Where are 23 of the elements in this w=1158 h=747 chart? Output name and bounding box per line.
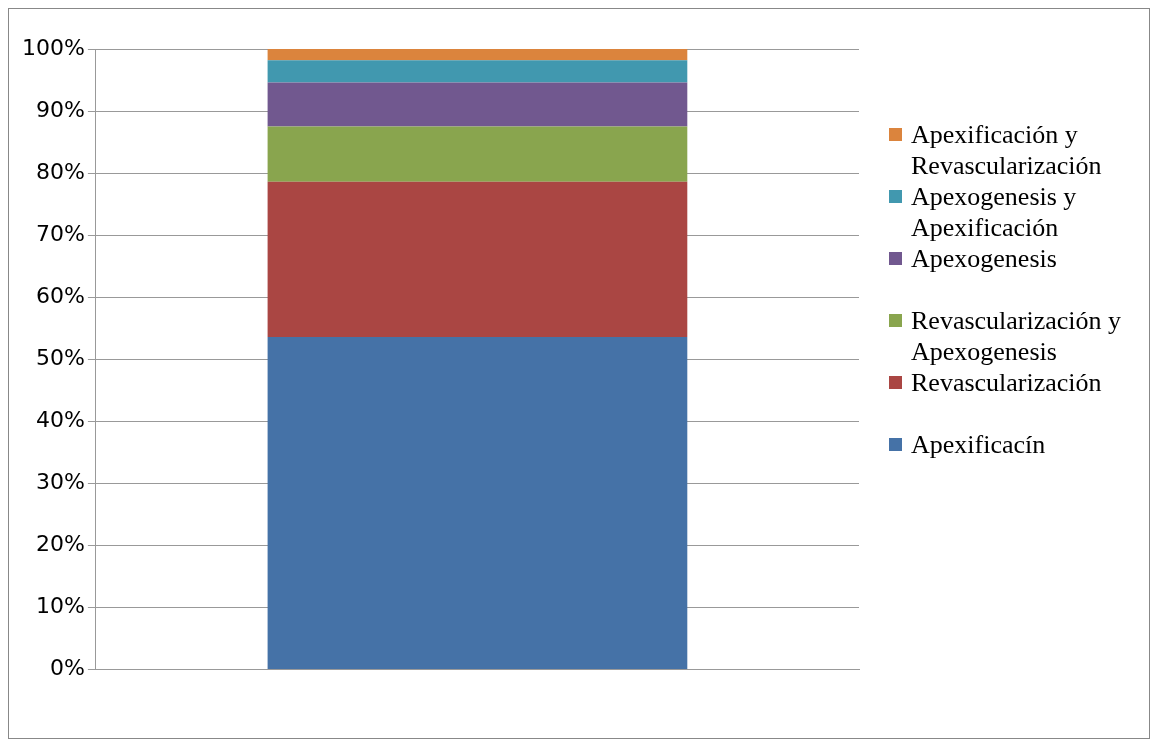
legend-label: Apexificacín [911,430,1046,459]
y-tick-label: 20% [35,531,85,557]
legend-label: Revascularización y Apexogenesis [911,306,1122,366]
legend-label: Apexogenesis [911,244,1057,273]
bar [267,126,688,182]
legend-label: Revascularización [911,368,1102,397]
y-tick-label: 50% [35,345,85,371]
y-tick-label: 70% [35,220,85,246]
bar [267,181,688,337]
y-tick-label: 10% [35,593,85,619]
y-tick-label: 40% [35,407,85,433]
bar [267,49,688,61]
bar [267,336,688,670]
bar [267,82,688,127]
legend-label: Apexificación y Revascularización [911,120,1102,180]
y-tick-label: 0% [49,655,85,681]
y-tick-label: 90% [35,96,85,122]
y-tick-label: 100% [21,34,85,60]
bar [267,60,688,83]
y-tick-label: 80% [35,158,85,184]
legend-label: Apexogenesis y Apexificación [911,182,1077,242]
y-tick-label: 60% [35,282,85,308]
y-tick-label: 30% [35,469,85,495]
